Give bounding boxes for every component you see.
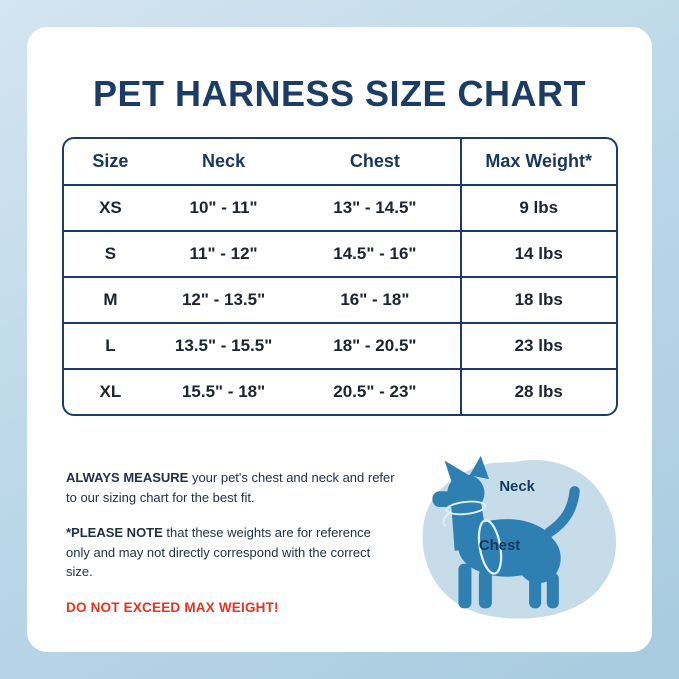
- chest-cell: 14.5" - 16": [289, 231, 461, 278]
- footer-section: ALWAYS MEASURE your pet's chest and neck…: [66, 454, 624, 634]
- max-weight-warning: DO NOT EXCEED MAX WEIGHT!: [66, 599, 279, 615]
- note-please-note: *PLEASE NOTE that these weights are for …: [66, 523, 398, 582]
- neck-cell: 15.5" - 18": [181, 382, 266, 401]
- size-cell: M: [63, 277, 158, 324]
- neck-cell: 12" - 13.5": [157, 277, 290, 324]
- note-always-measure-lead: ALWAYS MEASURE: [66, 470, 189, 485]
- col-header-neck: Neck: [157, 139, 290, 186]
- col-header-max-weight: Max Weight*: [459, 139, 616, 186]
- size-cell: S: [63, 231, 158, 278]
- max-weight-cell: 18 lbs: [459, 277, 616, 324]
- table-row: M 12" - 13.5" 16" - 18" 18 lbs: [63, 277, 616, 324]
- size-cell: XS: [63, 185, 158, 232]
- table-row: XL 15.5" - 18" 20.5" - 23" 28 lbs: [64, 369, 616, 414]
- neck-measure-line: [445, 500, 487, 516]
- max-weight-cell: 28 lbs: [459, 369, 616, 414]
- size-chart-card: PET HARNESS SIZE CHART Size Neck Chest M…: [27, 27, 652, 652]
- chest-cell: 18" - 20.5": [289, 323, 461, 370]
- note-always-measure: ALWAYS MEASURE your pet's chest and neck…: [66, 468, 398, 507]
- size-table: Size Neck Chest Max Weight* XS 10" - 11"…: [63, 139, 616, 414]
- neck-cell: 11" - 12": [157, 231, 290, 278]
- max-weight-cell: 23 lbs: [459, 323, 616, 370]
- col-header-size: Size: [63, 139, 158, 186]
- max-weight-cell: 14 lbs: [459, 231, 616, 278]
- size-cell: L: [63, 323, 158, 370]
- size-chart-table: Size Neck Chest Max Weight* XS 10" - 11"…: [61, 137, 618, 416]
- chest-cell: 20.5" - 23": [333, 382, 417, 401]
- note-always-measure-text: your pet's chest and neck and refer to o…: [66, 470, 395, 505]
- table-row: S 11" - 12" 14.5" - 16" 14 lbs: [63, 231, 616, 278]
- dog-illustration: Neck Chest: [422, 455, 617, 619]
- chest-measure-line: [477, 519, 503, 575]
- note-please-note-lead: *PLEASE NOTE: [66, 525, 163, 540]
- chest-cell: 13" - 14.5": [289, 185, 461, 232]
- dog-measurement-diagram: Neck Chest: [410, 454, 624, 626]
- table-header-row: Size Neck Chest Max Weight*: [63, 139, 616, 186]
- page-title: PET HARNESS SIZE CHART: [92, 73, 587, 114]
- chest-label: Chest: [479, 538, 520, 554]
- neck-cell: 13.5" - 15.5": [157, 323, 290, 370]
- col-header-chest: Chest: [289, 139, 461, 186]
- note-please-note-text: that these weights are for reference onl…: [66, 525, 371, 579]
- neck-label: Neck: [499, 479, 535, 495]
- max-weight-cell: 9 lbs: [459, 185, 616, 232]
- table-row: L 13.5" - 15.5" 18" - 20.5" 23 lbs: [63, 323, 616, 370]
- sizing-notes: ALWAYS MEASURE your pet's chest and neck…: [66, 456, 398, 634]
- table-row: XS 10" - 11" 13" - 14.5" 9 lbs: [63, 185, 616, 232]
- neck-cell: 10" - 11": [157, 185, 290, 232]
- neck-measure-cord: [442, 510, 452, 528]
- chest-cell: 16" - 18": [289, 277, 461, 324]
- size-cell: XL: [99, 382, 122, 401]
